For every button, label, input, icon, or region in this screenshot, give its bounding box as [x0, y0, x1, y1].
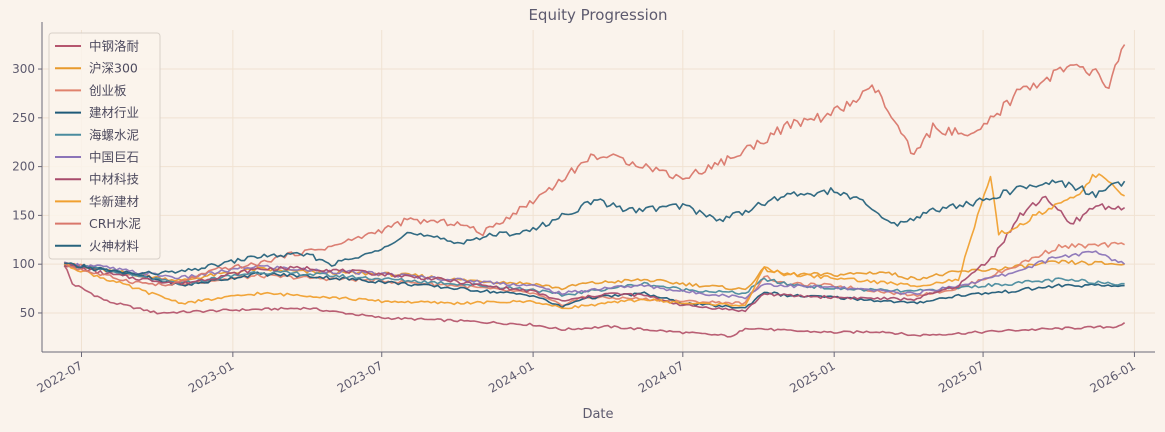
y-tick-label: 300: [12, 62, 35, 76]
legend-label: 创业板: [89, 83, 127, 98]
y-tick-label: 200: [12, 160, 35, 174]
legend-label: 中材科技: [89, 172, 140, 187]
legend-label: 建材行业: [89, 105, 139, 120]
series-line-9: [64, 179, 1126, 276]
legend-label: 火神材料: [89, 238, 140, 253]
grid: [42, 30, 1155, 352]
series-line-3: [63, 262, 1125, 309]
series-line-0: [63, 265, 1126, 338]
legend-label: CRH水泥: [89, 216, 141, 231]
legend-label: 华新建材: [89, 194, 139, 209]
x-tick-label: 2025-07: [936, 358, 986, 395]
legend-label: 海螺水泥: [89, 127, 139, 142]
legend-label: 中钢洛耐: [89, 39, 140, 54]
x-tick-label: 2025-01: [787, 358, 837, 395]
x-tick-label: 2023-01: [186, 358, 236, 395]
series-line-5: [63, 250, 1126, 300]
series-line-8: [63, 44, 1126, 287]
chart-title: Equity Progression: [528, 6, 667, 24]
series-line-6: [64, 195, 1126, 313]
x-tick-label: 2026-01: [1088, 358, 1138, 395]
y-tick-label: 250: [12, 111, 35, 125]
x-tick-label: 2023-07: [335, 358, 385, 395]
y-tick-label: 150: [12, 208, 35, 222]
series-line-7: [63, 173, 1125, 310]
x-tick-label: 2024-07: [636, 358, 686, 395]
series-lines: [63, 44, 1126, 338]
x-tick-label: 2024-01: [486, 358, 536, 395]
legend-label: 中国巨石: [89, 150, 139, 165]
y-tick-label: 50: [20, 306, 35, 320]
y-tick-label: 100: [12, 257, 35, 271]
x-tick-label: 2022-07: [35, 358, 85, 395]
legend-label: 沪深300: [89, 61, 138, 76]
x-axis-title: Date: [582, 407, 613, 422]
